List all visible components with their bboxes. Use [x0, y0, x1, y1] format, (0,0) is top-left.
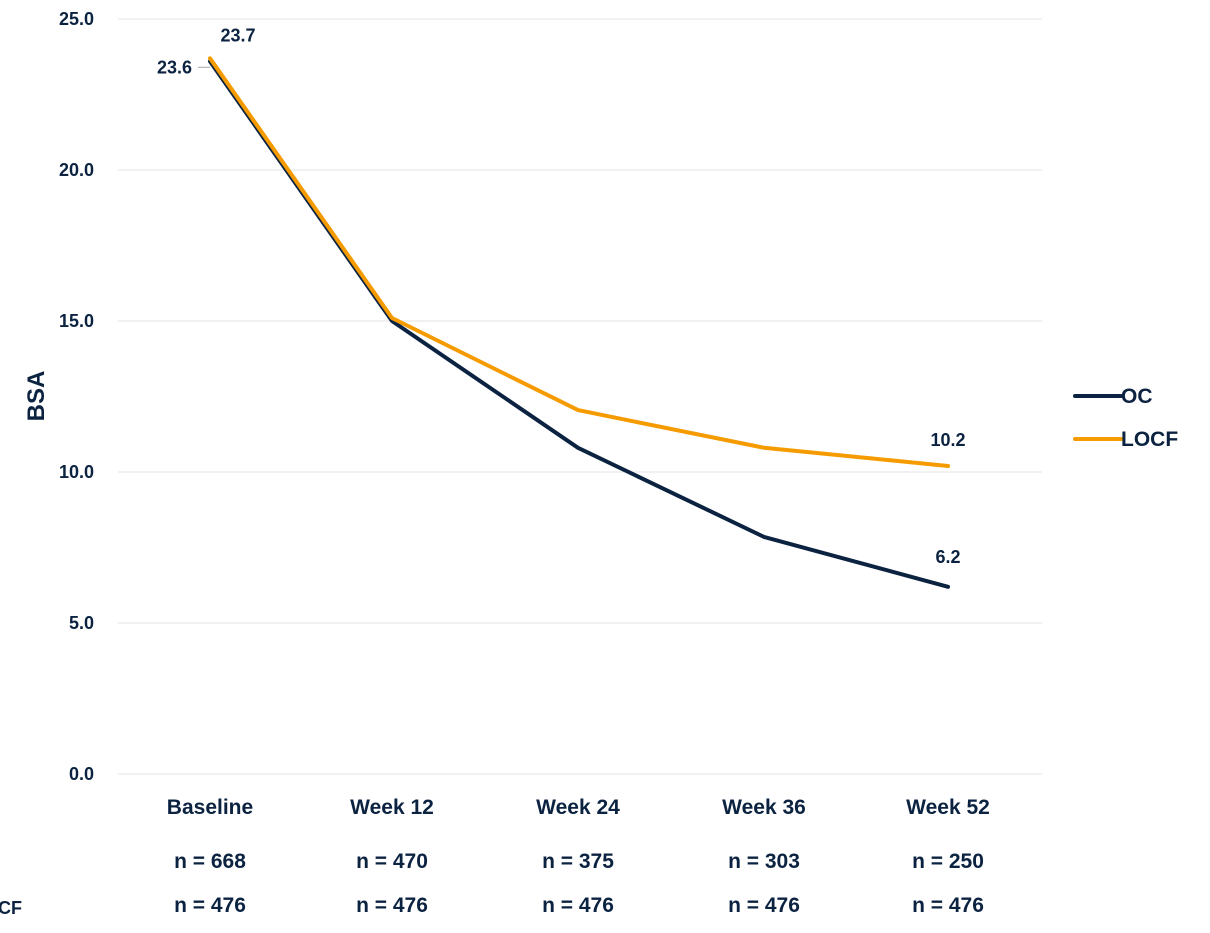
sample-size-table: n = 668 n = 470 n = 375 n = 303 n = 250 n = 4… — [0, 850, 984, 918]
y-axis-ticks: 0.0 5.0 10.0 15.0 20.0 25.0 — [59, 9, 94, 784]
data-label-oc: 6.2 — [935, 547, 960, 567]
data-label-locf: 10.2 — [930, 430, 965, 450]
y-tick-label: 5.0 — [69, 613, 94, 633]
n-count-locf: n = 476 — [174, 894, 246, 917]
y-axis-title: BSA — [23, 371, 50, 422]
data-label-oc: 23.6 — [157, 57, 192, 77]
legend-label-locf: LOCF — [1121, 428, 1178, 451]
x-category-label: Week 24 — [536, 796, 620, 819]
x-category-label: Baseline — [167, 796, 253, 819]
n-count-locf: n = 476 — [542, 894, 614, 917]
y-tick-label: 20.0 — [59, 160, 94, 180]
n-count-oc: n = 668 — [174, 850, 246, 873]
x-category-label: Week 36 — [722, 796, 806, 819]
y-tick-label: 15.0 — [59, 311, 94, 331]
n-count-oc: n = 375 — [542, 850, 614, 873]
n-count-locf: n = 476 — [728, 894, 800, 917]
y-tick-label: 10.0 — [59, 462, 94, 482]
data-label-locf: 23.7 — [220, 25, 255, 45]
data-labels: 23.6 6.2 23.7 10.2 — [157, 25, 966, 567]
n-count-oc: n = 250 — [912, 850, 984, 873]
x-category-label: Week 52 — [906, 796, 990, 819]
n-count-locf: n = 476 — [356, 894, 428, 917]
x-category-label: Week 12 — [350, 796, 434, 819]
n-row-label: CF — [0, 898, 22, 918]
n-count-oc: n = 470 — [356, 850, 428, 873]
gridlines — [118, 18, 1042, 775]
n-count-oc: n = 303 — [728, 850, 800, 873]
series-line-oc — [208, 59, 950, 589]
x-axis-categories: Baseline Week 12 Week 24 Week 36 Week 52 — [167, 796, 990, 819]
legend: OC LOCF — [1073, 385, 1178, 451]
legend-label-oc: OC — [1121, 385, 1153, 408]
y-tick-label: 0.0 — [69, 764, 94, 784]
n-count-locf: n = 476 — [912, 894, 984, 917]
y-tick-label: 25.0 — [59, 9, 94, 29]
series-line-locf — [208, 56, 950, 468]
series-lines — [208, 56, 950, 589]
